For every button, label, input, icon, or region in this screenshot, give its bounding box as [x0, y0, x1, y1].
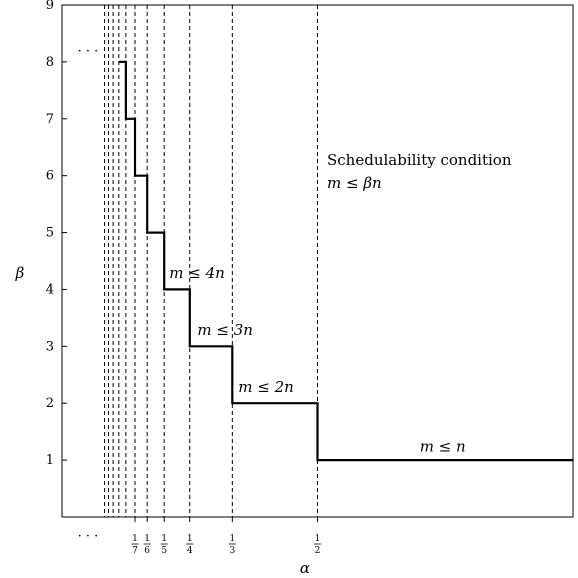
y-ticks: 1 2 3 4 5 6 7 8 9	[46, 0, 67, 468]
x-tick-denominator: 3	[229, 546, 235, 556]
condition-title: Schedulability condition	[327, 151, 512, 169]
x-tick-numerator: 1	[161, 534, 167, 544]
annotations: m ≤ 4n m ≤ 3n m ≤ 2n m ≤ n	[169, 264, 465, 456]
x-tick-numerator: 1	[315, 534, 321, 544]
x-tick-numerator: 1	[187, 534, 193, 544]
y-tick-label: 2	[46, 396, 54, 411]
dashed-guide-lines	[104, 5, 574, 517]
y-tick-label: 8	[46, 55, 54, 70]
y-tick-label: 4	[46, 282, 54, 297]
x-tick-denominator: 6	[144, 546, 150, 556]
y-axis-label: β	[15, 264, 25, 282]
step-annotation: m ≤ 2n	[238, 378, 294, 396]
x-tick-denominator: 5	[161, 546, 167, 556]
y-tick-label: 6	[46, 169, 54, 184]
step-series	[118, 60, 573, 462]
x-tick-denominator: 2	[315, 546, 321, 556]
x-tick-numerator: 1	[132, 534, 138, 544]
y-tick-label: 1	[46, 453, 54, 468]
step-annotation: m ≤ 3n	[197, 321, 253, 339]
x-tick-denominator: 7	[132, 546, 138, 556]
condition-formula: m ≤ βn	[327, 174, 382, 192]
y-tick-label: 7	[46, 112, 54, 127]
step-line	[118, 60, 573, 462]
y-tick-label: 5	[46, 226, 54, 241]
y-tick-label: 9	[46, 0, 54, 13]
x-axis-label: α	[300, 559, 310, 577]
x-tick-numerator: 1	[144, 534, 150, 544]
step-annotation: m ≤ n	[420, 438, 466, 456]
step-annotation: m ≤ 4n	[169, 264, 225, 282]
ellipsis-bottom: · · ·	[78, 529, 99, 544]
y-tick-label: 3	[46, 339, 54, 354]
x-tick-denominator: 4	[187, 546, 193, 556]
x-tick-numerator: 1	[229, 534, 235, 544]
ellipsis-top: · · ·	[78, 44, 99, 59]
